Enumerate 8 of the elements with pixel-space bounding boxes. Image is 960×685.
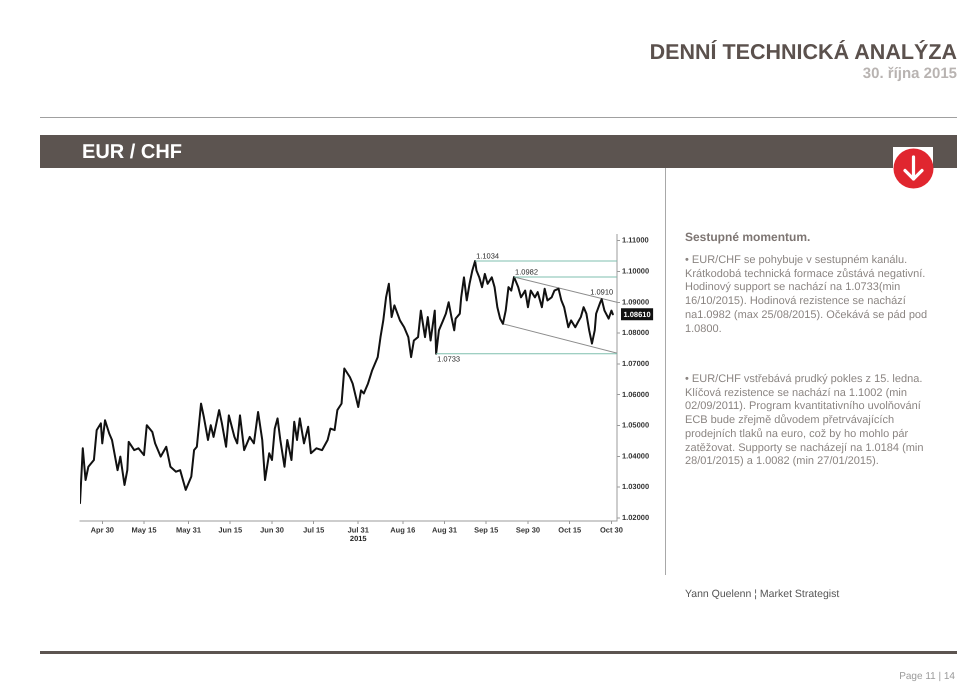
text: DENNÍ TECHNICKÁ ANALÝZA — [650, 40, 957, 65]
text: 30. října 2015 — [862, 65, 957, 82]
text: Sestupné momentum. — [685, 230, 810, 244]
text: Page 11 | 14 — [899, 671, 955, 682]
text: • EUR/CHF vstřebává prudký pokles z 15. ledna. Klíčová rezistence se nachází na 1.1002 (min 02/09/2011). Program kvantitativního uvolňování ECB bude zřejmě důvodem přetrvávajících prodejních tlaků na euro, což by ho mohlo pár zatěžovat. Supporty se nacházejí na 1.0184 (min 28/01/2015) a 1.0082 (min 27/01/2015). — [685, 373, 924, 469]
text: Yann Quelenn ¦ Market Strategist — [685, 588, 840, 600]
chart-title: EUR / CHF — [82, 141, 182, 163]
text: • EUR/CHF se pohybuje v sestupném kanálu. Krátkodobá technická formace zůstává negativní. Hodinový support se nachází na 1.0733(min 16/10/2015). Hodinová rezistence se nachází na1.0982 (max 25/08/2015). Očekává se pád pod 1.0800. — [685, 254, 928, 336]
